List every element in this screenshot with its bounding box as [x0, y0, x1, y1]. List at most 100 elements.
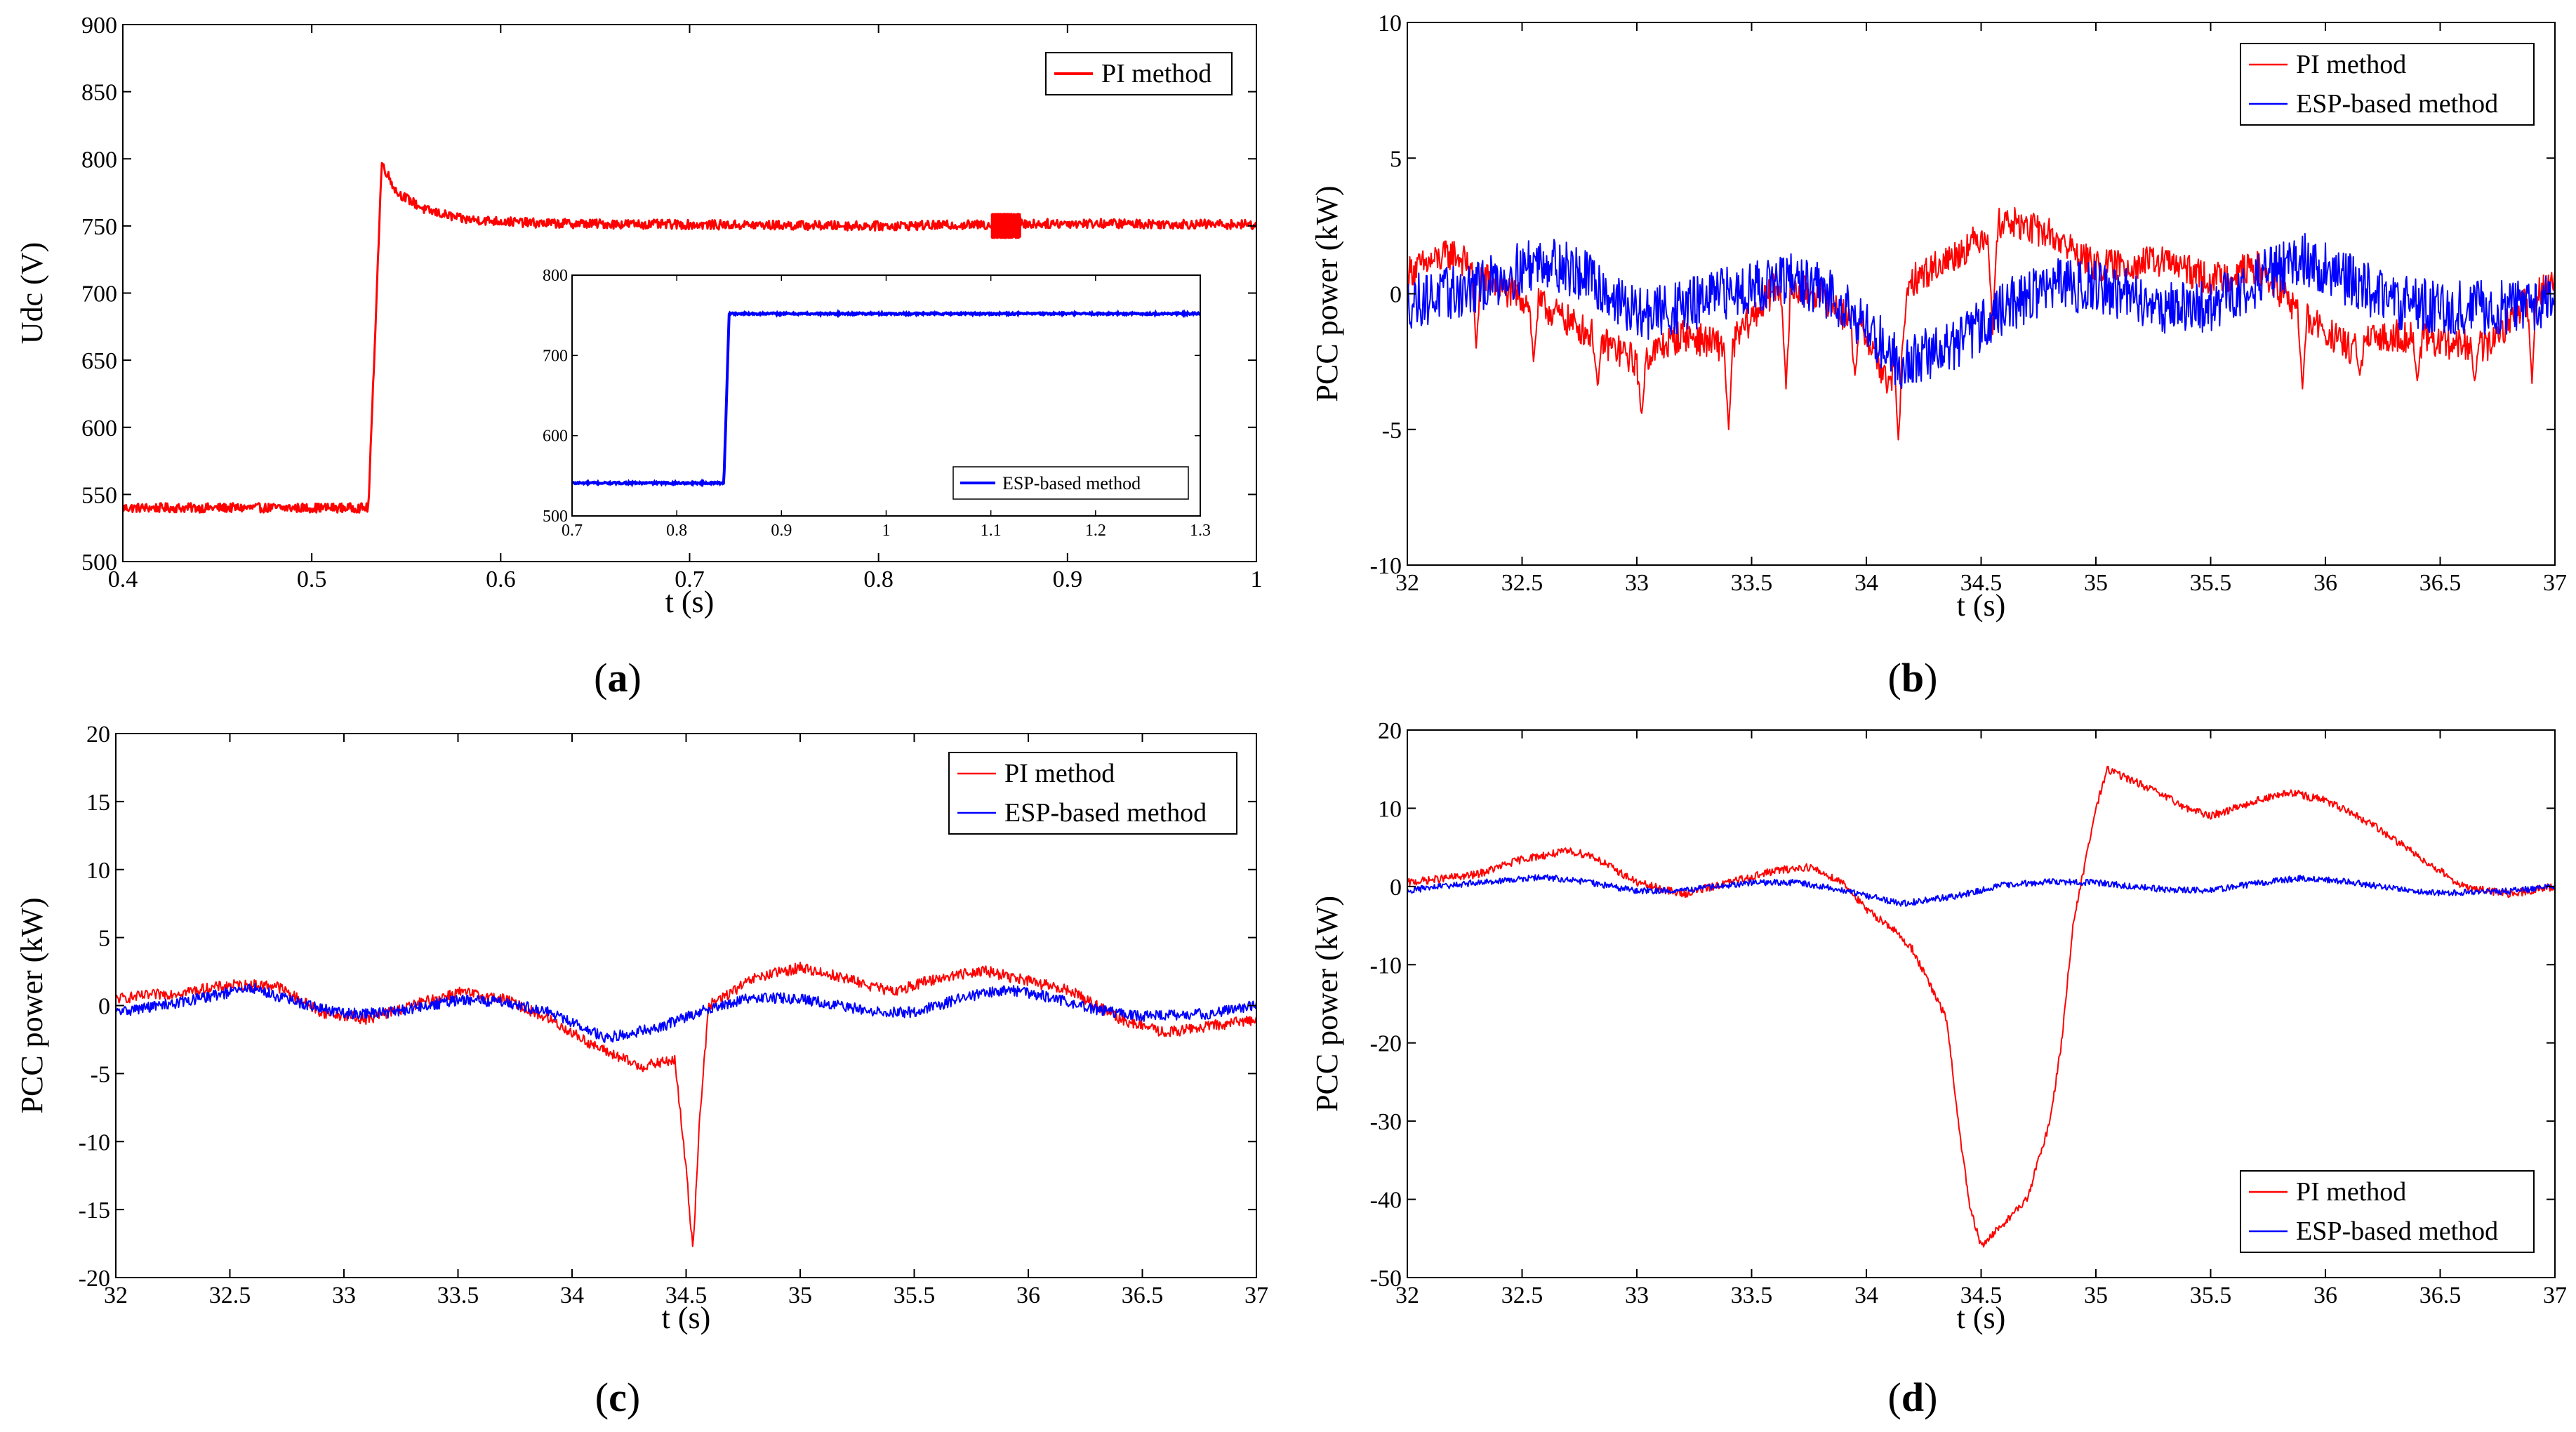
inset-x-tick-label: 0.7	[562, 522, 583, 540]
legend: PI method ESP-based method	[2240, 1170, 2535, 1253]
y-axis-label: Udc (V)	[15, 242, 49, 344]
y-tick-label: 800	[81, 147, 117, 173]
x-tick-label: 32.5	[1501, 570, 1543, 596]
legend-label: ESP-based method	[2296, 1216, 2498, 1246]
y-tick-label: 500	[81, 550, 117, 576]
x-tick-label: 33	[332, 1282, 356, 1308]
series-line-pi-method	[1407, 765, 2555, 1248]
x-tick-label: 32.5	[1501, 1282, 1543, 1308]
caption-open: (	[594, 655, 607, 701]
y-tick-label: 0	[1390, 875, 1402, 901]
y-tick-label: 10	[1378, 11, 1402, 37]
y-tick-label: 700	[81, 281, 117, 307]
x-tick-label: 34.5	[1960, 570, 2003, 596]
x-tick-label: 35	[2084, 1282, 2108, 1308]
x-tick-label: 37	[2543, 570, 2567, 596]
inset-x-tick-label: 1	[882, 522, 891, 540]
inset-legend-label: ESP-based method	[1002, 473, 1141, 493]
legend: PI method ESP-based method	[948, 752, 1237, 835]
x-tick-label: 32	[104, 1282, 128, 1308]
caption-open: (	[595, 1374, 609, 1420]
panel-caption: (c)	[595, 1374, 640, 1420]
panel-caption: (b)	[1888, 655, 1938, 701]
caption-close: )	[1924, 655, 1937, 701]
y-tick-label: 20	[1378, 718, 1402, 744]
x-tick-label: 32	[1395, 570, 1419, 596]
x-tick-label: 35	[788, 1282, 812, 1308]
x-tick-label: 36.5	[2419, 1282, 2462, 1308]
x-tick-label: 34.5	[665, 1282, 708, 1308]
series-line-esp-based-method	[116, 983, 1256, 1043]
inset-chart: 0.7 0.8 0.9 1 1.1 1.2 1.3 500 600 700 800 ESP-based…	[543, 267, 1211, 540]
y-tick-label: 600	[81, 416, 117, 442]
x-tick-label: 36	[2313, 570, 2337, 596]
legend-box	[2240, 1170, 2535, 1253]
inset-y-tick-label: 700	[543, 347, 568, 365]
caption-close: )	[1924, 1374, 1937, 1420]
x-tick-label: 35	[2084, 570, 2108, 596]
y-tick-label: 850	[81, 80, 117, 106]
panel-b: 32 32.5 33 33.5 34 34.5 35 35.5 36 36.5 37 -10 -5 0 5 1…	[1310, 11, 2567, 701]
x-tick-label: 0.5	[297, 566, 327, 592]
y-tick-label: -5	[91, 1061, 110, 1087]
y-axis-label: PCC power (kW)	[1310, 896, 1344, 1112]
legend-label: PI method	[1101, 59, 1211, 88]
y-tick-label: 5	[1390, 146, 1402, 172]
y-tick-label: 10	[1378, 796, 1402, 822]
x-tick-label: 34	[1854, 1282, 1878, 1308]
inset-x-tick-label: 0.8	[666, 522, 687, 540]
x-tick-label: 34.5	[1960, 1282, 2003, 1308]
inset-x-tick-label: 1.3	[1190, 522, 1211, 540]
panel-d: 32 32.5 33 33.5 34 34.5 35 35.5 36 36.5 37 -50 -40 -3…	[1310, 718, 2567, 1420]
x-tick-label: 0.6	[486, 566, 516, 592]
y-tick-label: -50	[1370, 1266, 1402, 1292]
y-tick-label: -10	[1370, 553, 1402, 579]
legend: PI method ESP-based method	[2240, 43, 2535, 126]
x-tick-label: 35.5	[894, 1282, 936, 1308]
y-tick-label: 550	[81, 482, 117, 508]
y-tick-label: 900	[81, 13, 117, 39]
y-tick-label: 650	[81, 348, 117, 374]
x-tick-label: 37	[2543, 1282, 2567, 1308]
legend-box	[948, 752, 1237, 835]
x-tick-label: 32.5	[209, 1282, 251, 1308]
x-axis-label: t (s)	[1957, 588, 2006, 623]
y-tick-label: 0	[98, 994, 110, 1020]
inset-y-tick-label: 600	[543, 427, 568, 446]
y-tick-label: -10	[1370, 953, 1402, 979]
series-line-pi-burst	[990, 213, 1021, 239]
series-line-pi-method	[116, 962, 1256, 1247]
panel-a: 0.4 0.5 0.6 0.7 0.8 0.9 1 500 550 600 650 700 750 800…	[15, 13, 1263, 701]
x-tick-label: 36.5	[1122, 1282, 1164, 1308]
legend-label: ESP-based method	[1004, 798, 1207, 828]
series-line-pi-method	[1407, 206, 2555, 441]
caption-letter: a	[608, 655, 628, 701]
y-tick-label: 0	[1390, 282, 1402, 308]
y-tick-label: 5	[98, 926, 110, 952]
x-tick-label: 35.5	[2190, 1282, 2232, 1308]
inset-series-line-esp-based-method	[571, 308, 1201, 488]
caption-close: )	[628, 655, 642, 701]
y-axis-label: PCC power (kW)	[1310, 186, 1344, 402]
legend-box	[2240, 43, 2535, 126]
y-tick-label: -10	[79, 1129, 110, 1155]
panel-caption: (d)	[1888, 1374, 1938, 1420]
y-tick-label: -40	[1370, 1188, 1402, 1214]
y-tick-label: 20	[86, 722, 110, 748]
x-tick-label: 36.5	[2419, 570, 2462, 596]
x-tick-label: 35.5	[2190, 570, 2232, 596]
legend-label: PI method	[2296, 50, 2406, 79]
caption-open: (	[1888, 1374, 1901, 1420]
series-line-esp-based-method	[1407, 232, 2555, 390]
panel-c: 32 32.5 33 33.5 34 34.5 35 35.5 36 36.5 37 -20 -15 -1…	[15, 722, 1268, 1420]
x-tick-label: 1	[1251, 566, 1263, 592]
y-tick-label: 10	[86, 858, 110, 884]
caption-open: (	[1888, 655, 1901, 701]
caption-letter: d	[1901, 1374, 1924, 1420]
x-tick-label: 37	[1244, 1282, 1268, 1308]
x-tick-label: 33.5	[1731, 570, 1773, 596]
x-tick-label: 34	[560, 1282, 584, 1308]
x-axis-label: t (s)	[665, 585, 715, 619]
legend-label: PI method	[2296, 1177, 2406, 1207]
